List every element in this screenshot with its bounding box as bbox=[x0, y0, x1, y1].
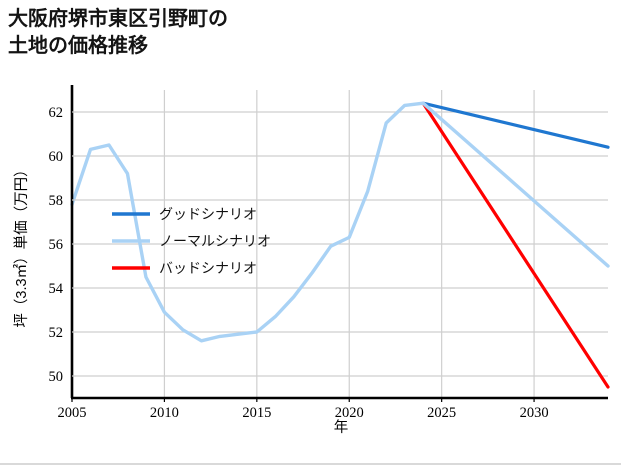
legend-label: バッドシナリオ bbox=[159, 260, 257, 276]
data-series-group bbox=[70, 101, 610, 389]
x-tick-label: 2025 bbox=[427, 405, 456, 421]
y-tick-label: 52 bbox=[49, 325, 64, 341]
y-tick-label: 58 bbox=[49, 193, 64, 209]
legend-label: グッドシナリオ bbox=[159, 206, 257, 222]
y-tick-label: 62 bbox=[49, 105, 64, 121]
y-tick-label: 60 bbox=[49, 149, 64, 165]
x-tick-label: 2020 bbox=[335, 405, 364, 421]
x-tick-label: 2015 bbox=[242, 405, 271, 421]
y-tick-labels: 50 52 54 56 58 60 62 bbox=[49, 105, 76, 385]
x-axis-title: 年 bbox=[334, 419, 349, 436]
grid-lines bbox=[71, 90, 608, 398]
y-tick-label: 54 bbox=[49, 281, 64, 297]
chart-title: 大阪府堺市東区引野町の 土地の価格推移 bbox=[8, 8, 228, 57]
y-axis-title: 坪（3.3㎡）単価（万円） bbox=[13, 162, 30, 327]
x-tick-label: 2005 bbox=[58, 405, 87, 421]
series-line bbox=[421, 101, 610, 389]
y-tick-label: 56 bbox=[49, 237, 64, 253]
axis-spines bbox=[70, 85, 608, 400]
series-line bbox=[421, 101, 610, 149]
series-line bbox=[70, 101, 610, 343]
y-tick-label: 50 bbox=[49, 369, 64, 385]
bottom-divider bbox=[0, 463, 621, 465]
legend-label: ノーマルシナリオ bbox=[159, 233, 271, 249]
x-tick-labels: 2005 2010 2015 2020 2025 2030 bbox=[58, 405, 549, 421]
x-tick-label: 2030 bbox=[520, 405, 549, 421]
x-tick-label: 2010 bbox=[150, 405, 179, 421]
